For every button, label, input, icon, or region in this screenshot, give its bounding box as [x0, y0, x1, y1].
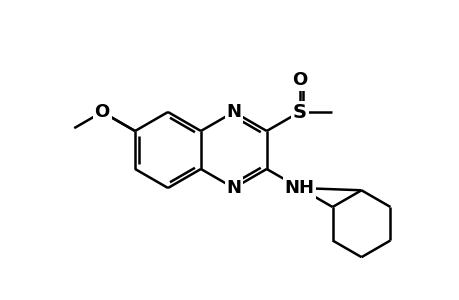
Text: O: O [95, 103, 110, 121]
Text: N: N [226, 103, 241, 121]
Text: NH: NH [284, 179, 314, 197]
Text: N: N [226, 179, 241, 197]
Text: S: S [292, 103, 306, 122]
Text: O: O [291, 71, 307, 89]
